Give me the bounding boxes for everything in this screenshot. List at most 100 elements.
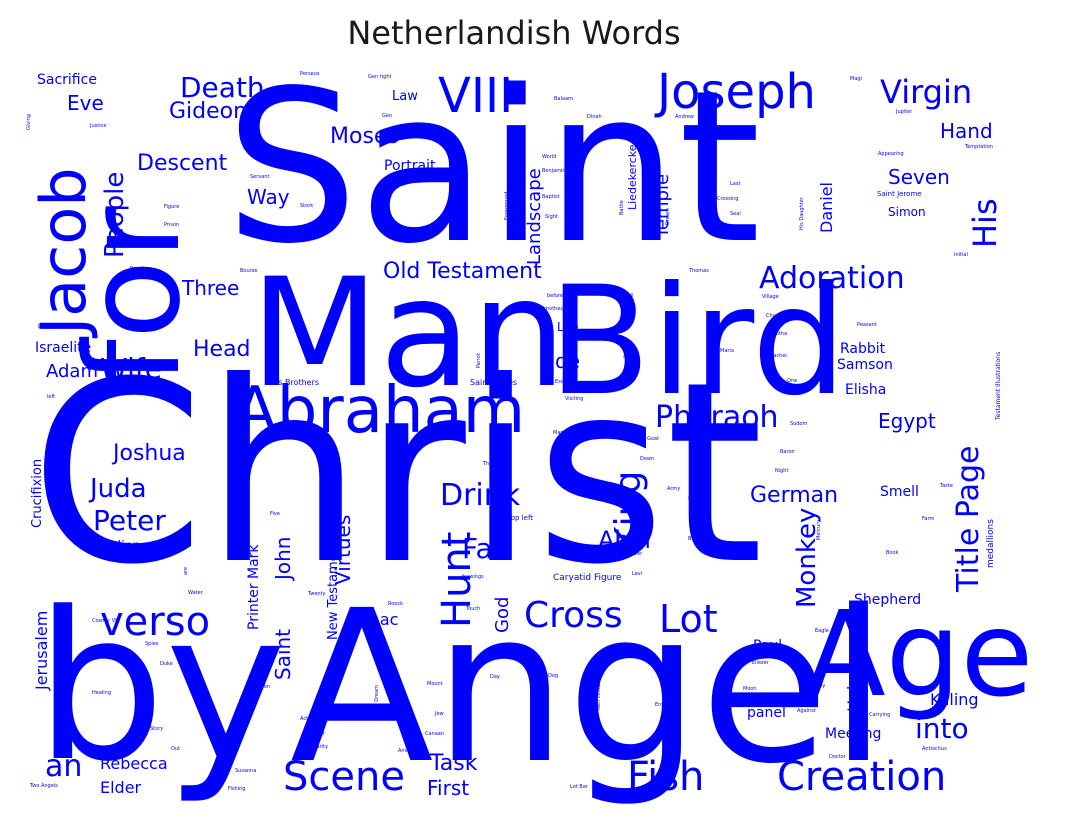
cloud-word: Upon (257, 684, 270, 690)
cloud-word: Goat (647, 436, 659, 442)
cloud-word: de (555, 349, 580, 373)
cloud-word: Out (171, 746, 180, 752)
cloud-word: Baptist (542, 194, 560, 200)
cloud-word: Eagle (815, 628, 829, 634)
cloud-word: Landscape (524, 168, 545, 265)
cloud-word: Israelite (35, 340, 91, 356)
cloud-word: Water (188, 590, 204, 596)
cloud-word: German (750, 483, 838, 508)
cloud-word: Law (392, 89, 418, 104)
cloud-word: Drink (440, 478, 521, 513)
cloud-word: panel (747, 705, 786, 721)
cloud-word: top left (508, 514, 533, 522)
cloud-word: Devil (617, 744, 630, 750)
cloud-word: Way (247, 185, 290, 209)
cloud-word: Lot (659, 597, 718, 641)
cloud-word: Fish (627, 754, 704, 800)
cloud-word: Appearing (878, 151, 904, 157)
cloud-word: Balaam (554, 96, 573, 102)
cloud-word: Cosmic VIII (92, 618, 120, 624)
cloud-word: are (183, 567, 189, 575)
cloud-word: Monkey (792, 508, 822, 608)
cloud-word: New Testament (326, 540, 341, 640)
cloud-word: Three (181, 276, 239, 300)
cloud-word: Hand (940, 119, 993, 143)
cloud-word: Book (886, 550, 899, 556)
cloud-word: Sodom (790, 421, 807, 427)
cloud-word: Spies (145, 641, 159, 647)
cloud-word: Peter (93, 504, 166, 537)
cloud-word: Age (805, 585, 1033, 723)
cloud-word: Saint Jerome (877, 190, 922, 198)
cloud-word: Fishing (228, 786, 245, 792)
cloud-word: Healing (92, 690, 111, 696)
cloud-word: John (271, 537, 295, 583)
cloud-word: Death (180, 71, 265, 104)
cloud-word: Saint (271, 629, 295, 680)
cloud-word: Temptation (964, 144, 993, 150)
cloud-word: Maria (720, 348, 734, 354)
cloud-word: Two Angels (29, 783, 58, 789)
cloud-word: Jacob (27, 167, 100, 339)
cloud-word: Canaan (425, 731, 444, 737)
cloud-word: Day (490, 674, 500, 680)
cloud-word: before (547, 293, 563, 299)
cloud-word: Adoration (759, 261, 905, 296)
cloud-word: Jew (434, 711, 444, 717)
cloud-word: Figure (164, 204, 179, 210)
cloud-word: Battle (619, 200, 625, 215)
cloud-word: Juda (88, 474, 147, 504)
cloud-word: Mercury (816, 520, 822, 540)
cloud-word: Caryatid Figure (553, 573, 622, 583)
cloud-word: Village (762, 294, 779, 300)
cloud-word: God (492, 597, 513, 633)
cloud-word: Farm (922, 516, 934, 522)
cloud-word: Eliezer (752, 660, 770, 666)
cloud-word: Gen (382, 113, 392, 119)
cloud-word: Simon (888, 205, 926, 219)
cloud-word: Church (766, 313, 784, 319)
cloud-word: Soldier (93, 539, 139, 554)
cloud-word: Head (193, 337, 251, 362)
cloud-word: Daniel (817, 182, 836, 233)
cloud-word: Army (667, 486, 680, 492)
cloud-word: left (47, 394, 55, 400)
cloud-word: Down (640, 456, 654, 462)
cloud-word: Adam (46, 361, 98, 382)
cloud-word: after (623, 354, 636, 360)
cloud-word: Dream (665, 208, 671, 225)
cloud-word: River Judgement (401, 488, 407, 530)
cloud-word: Portrait (384, 158, 436, 174)
cloud-word: Task (429, 751, 478, 776)
cloud-word: Title Page (951, 446, 986, 593)
cloud-word: Giving (26, 114, 32, 130)
cloud-word: Andrew (675, 114, 694, 120)
cloud-word: Hunt (434, 532, 480, 628)
cloud-word: Hearing (750, 748, 770, 754)
cloud-word: Initial (954, 252, 968, 258)
cloud-word: Night (775, 468, 788, 474)
cloud-word: People (100, 172, 130, 258)
cloud-word: Justice (89, 123, 106, 129)
cloud-word: Seven (888, 165, 950, 189)
cloud-word: Gen center (596, 681, 602, 710)
cloud-word: Peasant (857, 322, 877, 328)
cloud-word: His Daughter (799, 196, 805, 230)
cloud-word: Paul (753, 638, 782, 654)
cloud-word: Antiochus (922, 746, 947, 752)
cloud-word: Crossing (717, 196, 738, 202)
cloud-word: Dog (548, 673, 558, 679)
cloud-word: Marriage (553, 430, 575, 436)
cloud-word: Smell (880, 484, 919, 500)
cloud-word: Roock (388, 601, 403, 607)
cloud-word: Bourse (240, 268, 257, 274)
cloud-word: Story (150, 726, 163, 732)
cloud-word: Wife (100, 352, 162, 385)
cloud-word: King (608, 471, 649, 550)
cloud-word: Creation (777, 754, 946, 800)
cloud-word: Killing (930, 690, 979, 709)
cloud-word: Last (730, 181, 740, 187)
cloud-word: Receiving (493, 346, 499, 370)
cloud-word: Jupiter (895, 109, 913, 115)
